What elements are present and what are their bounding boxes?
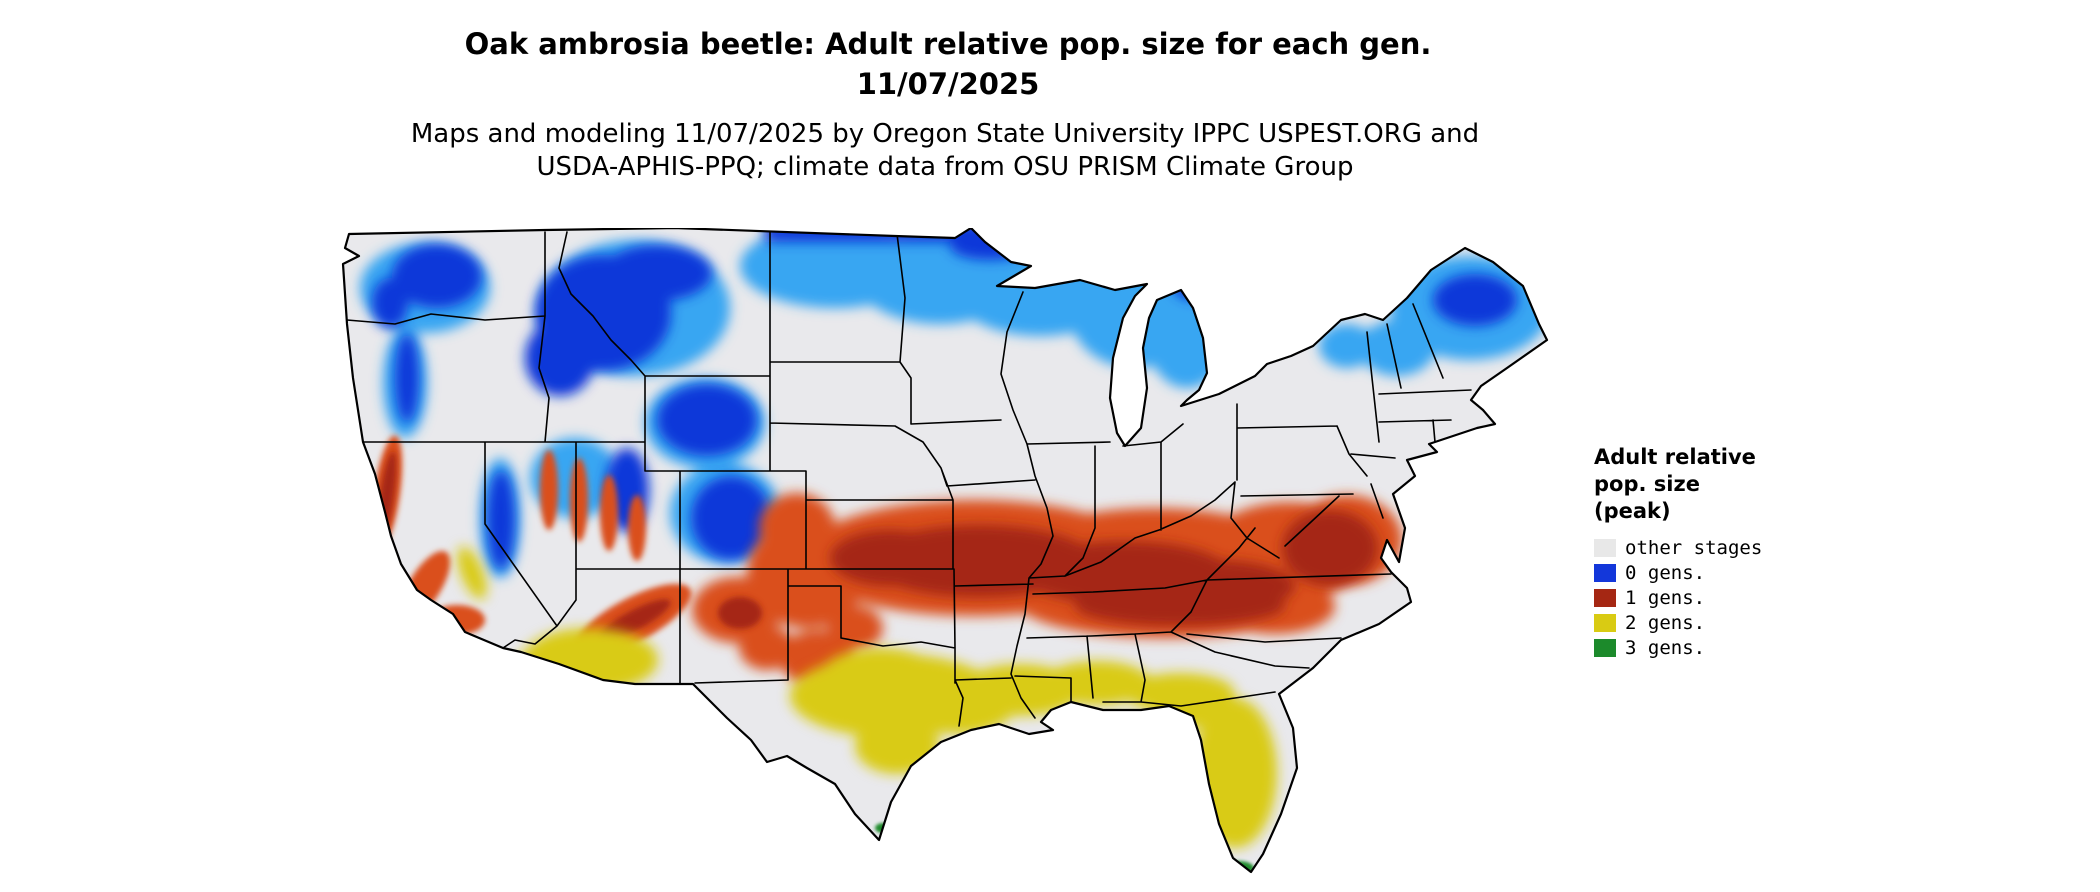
legend-label-3-gens: 3 gens. <box>1625 636 1706 659</box>
legend-entry-1-gens: 1 gens. <box>1594 585 1894 610</box>
page-title-date: 11/07/2025 <box>856 67 1040 101</box>
legend-label-0-gens: 0 gens. <box>1625 561 1706 584</box>
legend-label-2-gens: 2 gens. <box>1625 611 1706 634</box>
legend-swatch-1-gens <box>1594 588 1616 607</box>
legend-title: Adult relative pop. size (peak) <box>1594 444 1894 525</box>
map-layer-1-gen-dark <box>830 510 1378 626</box>
legend-label-other-stages: other stages <box>1625 536 1763 559</box>
legend-title-line1: Adult relative <box>1594 445 1756 469</box>
page-title: Oak ambrosia beetle: Adult relative pop.… <box>0 24 1896 104</box>
page-subtitle: Maps and modeling 11/07/2025 by Oregon S… <box>0 118 1890 184</box>
page-title-line1: Oak ambrosia beetle: Adult relative pop.… <box>464 27 1432 61</box>
state-borders <box>346 230 1472 727</box>
legend-entry-other-stages: other stages <box>1594 535 1894 560</box>
us-outline <box>341 226 1549 874</box>
legend-title-line3: (peak) <box>1594 499 1671 523</box>
legend-swatch-2-gens <box>1594 613 1616 632</box>
legend-entry-3-gens: 3 gens. <box>1594 635 1894 660</box>
map-layer-3-gens <box>875 823 1254 872</box>
us-population-map <box>335 226 1555 888</box>
legend-title-line2: pop. size <box>1594 472 1700 496</box>
legend-swatch-other-stages <box>1594 538 1616 557</box>
legend: Adult relative pop. size (peak) other st… <box>1594 444 1894 660</box>
us-map-svg <box>341 226 1549 874</box>
legend-entry-0-gens: 0 gens. <box>1594 560 1894 585</box>
legend-entry-2-gens: 2 gens. <box>1594 610 1894 635</box>
page-subtitle-line2: USDA-APHIS-PPQ; climate data from OSU PR… <box>536 152 1354 182</box>
page-subtitle-line1: Maps and modeling 11/07/2025 by Oregon S… <box>410 119 1480 149</box>
legend-swatch-0-gens <box>1594 563 1616 582</box>
legend-label-1-gens: 1 gens. <box>1625 586 1706 609</box>
legend-entries: other stages 0 gens. 1 gens. 2 gens. 3 g… <box>1594 535 1894 660</box>
legend-swatch-3-gens <box>1594 638 1616 657</box>
